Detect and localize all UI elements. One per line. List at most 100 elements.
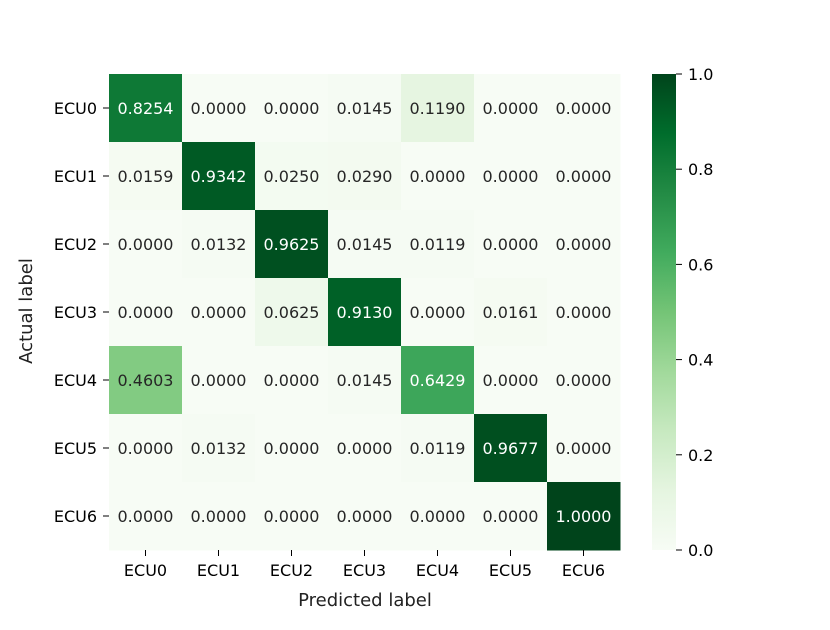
heatmap-cell xyxy=(255,482,329,551)
heatmap-cell xyxy=(109,482,183,551)
heatmap-cell xyxy=(255,346,329,415)
cell-value-label: 0.0000 xyxy=(264,371,320,390)
cell-value-label: 0.8254 xyxy=(118,99,174,118)
cell-value-label: 0.0000 xyxy=(264,439,320,458)
cell-value-label: 0.0000 xyxy=(483,99,539,118)
cell-value-label: 0.9130 xyxy=(337,303,393,322)
heatmap-cell xyxy=(328,278,402,347)
heatmap-cell xyxy=(474,414,548,483)
y-tick-label: ECU5 xyxy=(54,439,97,458)
cell-value-label: 0.0000 xyxy=(483,235,539,254)
heatmap-cell xyxy=(182,74,256,143)
y-tick-label: ECU3 xyxy=(54,303,97,322)
heatmap-cell xyxy=(401,414,475,483)
heatmap-cell xyxy=(328,142,402,211)
heatmap-cell xyxy=(401,142,475,211)
y-tick-label: ECU1 xyxy=(54,167,97,186)
heatmap-cell xyxy=(474,482,548,551)
cell-value-label: 0.0132 xyxy=(191,439,247,458)
cell-value-label: 0.0625 xyxy=(264,303,320,322)
cell-value-label: 0.0119 xyxy=(410,439,466,458)
cell-value-label: 0.0000 xyxy=(118,235,174,254)
x-tick-label: ECU2 xyxy=(270,561,313,580)
heatmap-cell xyxy=(328,346,402,415)
heatmap-cell xyxy=(547,142,621,211)
cell-value-label: 0.9342 xyxy=(191,167,247,186)
colorbar-tick-label: 0.8 xyxy=(688,160,713,179)
cell-value-label: 0.0000 xyxy=(483,507,539,526)
cell-value-label: 0.0145 xyxy=(337,99,393,118)
heatmap-cell xyxy=(255,414,329,483)
heatmap-cell xyxy=(401,482,475,551)
cell-value-label: 0.0000 xyxy=(556,371,612,390)
heatmap-cell xyxy=(547,74,621,143)
cell-value-label: 1.0000 xyxy=(556,507,612,526)
x-tick-label: ECU4 xyxy=(416,561,459,580)
heatmap-cell xyxy=(401,210,475,279)
x-axis-ticks: ECU0 ECU1 ECU2 ECU3 ECU4 ECU5 ECU6 xyxy=(124,550,605,580)
cell-value-label: 0.4603 xyxy=(118,371,174,390)
cell-value-label: 0.0000 xyxy=(264,99,320,118)
heatmap-cell xyxy=(547,482,621,551)
heatmap-cell xyxy=(401,346,475,415)
heatmap-cell xyxy=(401,278,475,347)
heatmap-cell xyxy=(182,278,256,347)
cell-value-label: 0.0000 xyxy=(191,507,247,526)
heatmap-cell xyxy=(547,346,621,415)
heatmap-cell xyxy=(474,142,548,211)
colorbar-tick-label: 0.0 xyxy=(688,541,713,560)
heatmap-cell xyxy=(547,414,621,483)
cell-value-label: 0.0000 xyxy=(483,167,539,186)
heatmap-cell xyxy=(255,278,329,347)
heatmap-cell xyxy=(182,482,256,551)
heatmap-cell xyxy=(255,74,329,143)
cell-value-label: 0.0000 xyxy=(556,303,612,322)
heatmap-cell-labels: 0.8254 0.0000 0.0000 0.0145 0.1190 0.0000 0.00… xyxy=(118,99,612,526)
cell-value-label: 0.0000 xyxy=(410,303,466,322)
heatmap-cell xyxy=(109,210,183,279)
cell-value-label: 0.0119 xyxy=(410,235,466,254)
cell-value-label: 0.1190 xyxy=(410,99,466,118)
x-tick-label: ECU1 xyxy=(197,561,240,580)
heatmap-cell xyxy=(109,74,183,143)
cell-value-label: 0.0000 xyxy=(264,507,320,526)
heatmap-cell xyxy=(182,142,256,211)
colorbar-tick-label: 1.0 xyxy=(688,65,713,84)
cell-value-label: 0.9677 xyxy=(483,439,539,458)
heatmap-cell xyxy=(547,278,621,347)
heatmap-cell xyxy=(474,74,548,143)
y-axis-ticks: ECU0 ECU1 ECU2 ECU3 ECU4 ECU5 ECU6 xyxy=(54,99,109,526)
colorbar-tick-label: 0.4 xyxy=(688,351,713,370)
heatmap-cell xyxy=(328,414,402,483)
cell-value-label: 0.0000 xyxy=(410,507,466,526)
cell-value-label: 0.0000 xyxy=(118,439,174,458)
heatmap-cell xyxy=(328,74,402,143)
cell-value-label: 0.0000 xyxy=(191,371,247,390)
heatmap-cell xyxy=(255,142,329,211)
cell-value-label: 0.0000 xyxy=(556,439,612,458)
cell-value-label: 0.0000 xyxy=(191,303,247,322)
cell-value-label: 0.0000 xyxy=(556,235,612,254)
y-tick-label: ECU6 xyxy=(54,507,97,526)
colorbar-tick-label: 0.2 xyxy=(688,446,713,465)
cell-value-label: 0.0132 xyxy=(191,235,247,254)
heatmap-cell xyxy=(109,346,183,415)
cell-value-label: 0.0290 xyxy=(337,167,393,186)
heatmap-cell xyxy=(255,210,329,279)
cell-value-label: 0.0145 xyxy=(337,235,393,254)
cell-value-label: 0.0145 xyxy=(337,371,393,390)
cell-value-label: 0.6429 xyxy=(410,371,466,390)
heatmap-cell xyxy=(547,210,621,279)
cell-value-label: 0.0000 xyxy=(337,439,393,458)
heatmap-cell xyxy=(474,210,548,279)
cell-value-label: 0.0000 xyxy=(483,371,539,390)
heatmap-cell xyxy=(109,142,183,211)
cell-value-label: 0.0000 xyxy=(410,167,466,186)
colorbar-ticks: 0.0 0.2 0.4 0.6 0.8 1.0 xyxy=(676,65,713,560)
heatmap-cell xyxy=(474,346,548,415)
heatmap-cell xyxy=(109,278,183,347)
x-axis-title: Predicted label xyxy=(298,590,432,611)
cell-value-label: 0.0000 xyxy=(118,303,174,322)
heatmap-cell xyxy=(109,414,183,483)
cell-value-label: 0.0000 xyxy=(191,99,247,118)
